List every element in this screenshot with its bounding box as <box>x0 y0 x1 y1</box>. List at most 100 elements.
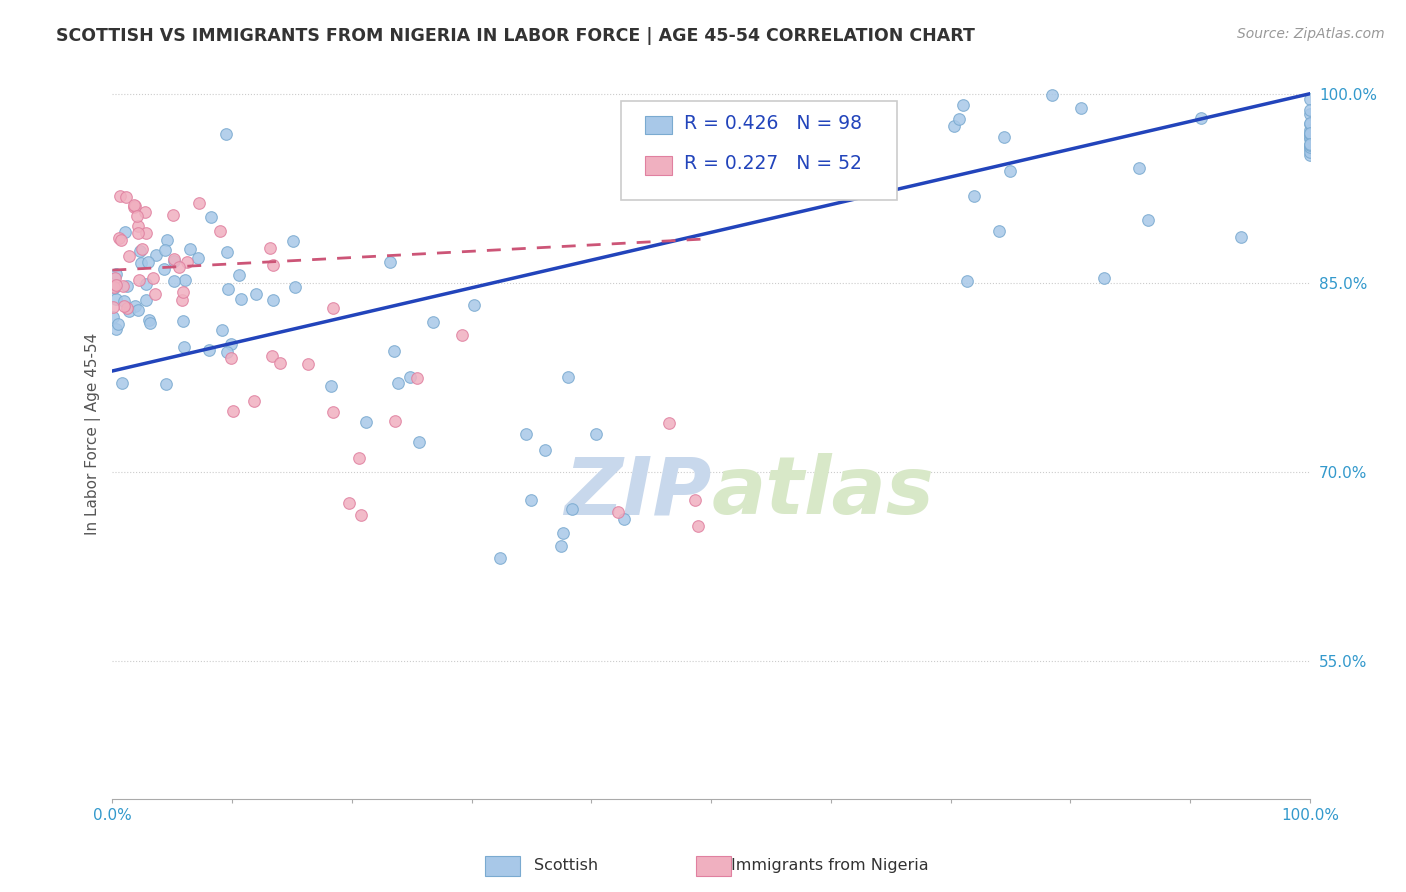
Point <box>114 190 136 204</box>
Point <box>520 492 543 507</box>
Point <box>1040 88 1063 103</box>
Point <box>135 227 157 241</box>
Point <box>128 273 150 287</box>
Point <box>167 260 190 274</box>
Point <box>176 255 198 269</box>
Text: Immigrants from Nigeria: Immigrants from Nigeria <box>731 858 929 872</box>
Point <box>217 245 239 260</box>
Point <box>136 255 159 269</box>
Bar <box>645 116 672 135</box>
Point <box>686 518 709 533</box>
Point <box>145 248 167 262</box>
Bar <box>645 156 672 175</box>
Point <box>129 256 152 270</box>
Point <box>1299 136 1322 151</box>
Point <box>243 394 266 409</box>
Point <box>105 322 128 336</box>
Point <box>956 274 979 288</box>
Point <box>1299 148 1322 162</box>
Point <box>1128 161 1150 175</box>
FancyBboxPatch shape <box>621 102 897 200</box>
Point <box>347 451 370 466</box>
Point <box>172 293 194 308</box>
Point <box>103 280 125 294</box>
Point <box>142 270 165 285</box>
Text: Source: ZipAtlas.com: Source: ZipAtlas.com <box>1237 27 1385 41</box>
Point <box>451 328 474 343</box>
Point <box>174 273 197 287</box>
Point <box>1189 111 1212 125</box>
Point <box>105 277 128 292</box>
Point <box>162 208 184 222</box>
Point <box>112 299 135 313</box>
Point <box>1092 271 1115 285</box>
Point <box>211 323 233 337</box>
Point <box>489 551 512 566</box>
Point <box>406 371 429 385</box>
Point <box>322 405 344 419</box>
Point <box>163 252 186 266</box>
Point <box>107 317 129 331</box>
Point <box>143 287 166 301</box>
Point <box>156 233 179 247</box>
Point <box>948 112 970 126</box>
Point <box>139 316 162 330</box>
Point <box>215 127 238 141</box>
Point <box>387 376 409 391</box>
Point <box>127 227 149 241</box>
Point <box>1299 92 1322 106</box>
Point <box>319 378 342 392</box>
Point <box>557 370 579 384</box>
Point <box>200 210 222 224</box>
Point <box>111 376 134 390</box>
Point <box>380 254 402 268</box>
Point <box>217 282 239 296</box>
Point <box>125 209 148 223</box>
Text: atlas: atlas <box>711 453 934 532</box>
Point <box>262 293 284 307</box>
Point <box>534 442 557 457</box>
Point <box>259 241 281 255</box>
Point <box>245 286 267 301</box>
Point <box>138 313 160 327</box>
Text: SCOTTISH VS IMMIGRANTS FROM NIGERIA IN LABOR FORCE | AGE 45-54 CORRELATION CHART: SCOTTISH VS IMMIGRANTS FROM NIGERIA IN L… <box>56 27 976 45</box>
Point <box>998 164 1021 178</box>
Point <box>219 351 242 365</box>
Point <box>127 303 149 318</box>
Point <box>104 267 127 281</box>
Point <box>1299 107 1322 121</box>
Point <box>188 196 211 211</box>
Point <box>228 268 250 282</box>
Text: R = 0.227   N = 52: R = 0.227 N = 52 <box>683 154 862 173</box>
Point <box>153 243 176 257</box>
Point <box>284 280 307 294</box>
Point <box>399 370 422 384</box>
Point <box>515 427 537 442</box>
Y-axis label: In Labor Force | Age 45-54: In Labor Force | Age 45-54 <box>86 333 101 535</box>
Point <box>115 301 138 315</box>
Point <box>108 189 131 203</box>
Point <box>134 204 156 219</box>
Text: ZIP: ZIP <box>564 453 711 532</box>
Point <box>561 501 583 516</box>
Point <box>107 231 129 245</box>
Point <box>952 98 974 112</box>
Point <box>350 508 373 522</box>
Point <box>613 511 636 525</box>
Point <box>1137 213 1160 227</box>
Point <box>551 525 574 540</box>
Point <box>607 505 630 519</box>
Point <box>993 130 1015 145</box>
Point <box>1230 230 1253 244</box>
Point <box>262 258 284 272</box>
Point <box>179 242 201 256</box>
Point <box>117 278 139 293</box>
Point <box>112 279 135 293</box>
Point <box>229 292 252 306</box>
Point <box>129 244 152 259</box>
Point <box>988 224 1011 238</box>
Point <box>127 219 149 233</box>
Point <box>1299 127 1322 141</box>
Point <box>114 225 136 239</box>
Point <box>101 310 124 324</box>
